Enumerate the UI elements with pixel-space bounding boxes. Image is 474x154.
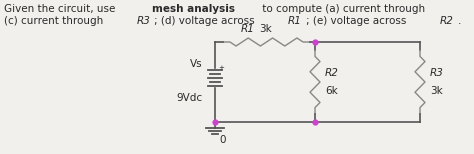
Text: .: . [458, 16, 461, 26]
Text: R1: R1 [288, 16, 302, 26]
Text: to compute (a) current through: to compute (a) current through [259, 4, 428, 14]
Text: R2: R2 [440, 16, 454, 26]
Text: +: + [218, 65, 224, 71]
Text: (c) current through: (c) current through [4, 16, 107, 26]
Text: 9Vdc: 9Vdc [177, 93, 203, 103]
Text: ; (d) voltage across: ; (d) voltage across [154, 16, 258, 26]
Text: 0: 0 [219, 135, 226, 145]
Text: R1: R1 [241, 24, 255, 34]
Text: Vs: Vs [191, 59, 203, 69]
Text: Given the circuit, use: Given the circuit, use [4, 4, 118, 14]
Text: mesh analysis: mesh analysis [152, 4, 235, 14]
Text: R3: R3 [136, 16, 150, 26]
Text: R3: R3 [430, 68, 444, 78]
Text: R2: R2 [325, 68, 339, 78]
Text: 3k: 3k [430, 86, 443, 96]
Text: 3k: 3k [259, 24, 272, 34]
Text: ; (e) voltage across: ; (e) voltage across [306, 16, 410, 26]
Text: 6k: 6k [325, 86, 338, 96]
